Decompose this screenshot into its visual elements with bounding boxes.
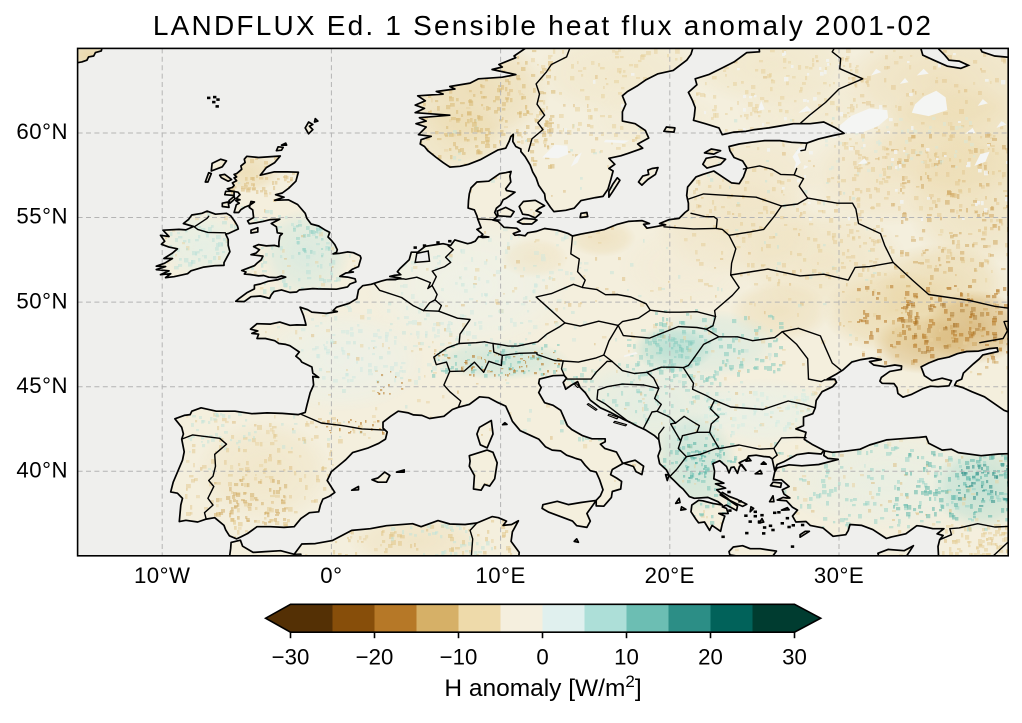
svg-text:45°N: 45°N xyxy=(16,373,68,398)
svg-text:50°N: 50°N xyxy=(16,288,68,313)
svg-text:H anomaly [W/m2]: H anomaly [W/m2] xyxy=(444,672,641,702)
svg-text:−20: −20 xyxy=(356,645,394,670)
svg-text:10°E: 10°E xyxy=(475,563,525,588)
svg-text:10°W: 10°W xyxy=(134,563,191,588)
svg-text:60°N: 60°N xyxy=(16,119,68,144)
svg-text:30°E: 30°E xyxy=(814,563,864,588)
svg-text:40°N: 40°N xyxy=(16,457,68,482)
svg-text:55°N: 55°N xyxy=(16,204,68,229)
svg-text:0°: 0° xyxy=(320,563,342,588)
svg-text:10: 10 xyxy=(614,645,639,670)
svg-text:30: 30 xyxy=(782,645,807,670)
svg-text:20°E: 20°E xyxy=(645,563,695,588)
svg-text:LANDFLUX Ed. 1 Sensible heat f: LANDFLUX Ed. 1 Sensible heat flux anomal… xyxy=(153,10,933,41)
svg-text:20: 20 xyxy=(698,645,723,670)
svg-text:0: 0 xyxy=(536,645,548,670)
svg-text:−30: −30 xyxy=(272,645,310,670)
svg-text:−10: −10 xyxy=(440,645,478,670)
